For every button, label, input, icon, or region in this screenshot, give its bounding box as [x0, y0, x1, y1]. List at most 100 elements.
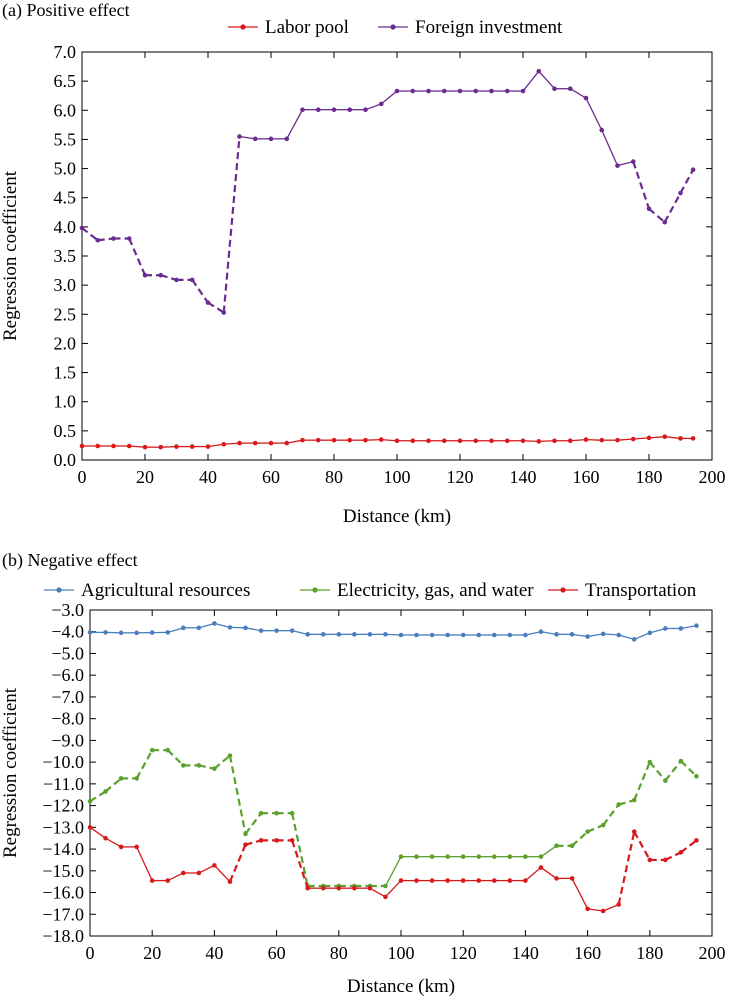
chart-b-series-0 [87, 621, 699, 642]
chart-a-series-0-point [300, 437, 305, 443]
chart-b-series-0-point [523, 632, 528, 638]
chart-a-y-tick-label: 6.0 [54, 100, 77, 120]
chart-a-series-0-point [189, 444, 195, 449]
chart-a-y-tick-label: 2.5 [54, 304, 77, 324]
chart-b-series-2-segment [384, 880, 402, 898]
chart-a-series-0-segment [381, 438, 398, 442]
chart-b-series-0-point [414, 632, 419, 638]
chart-b-series-0-point [336, 632, 342, 637]
chart-a-y-tick-label: 1.0 [54, 392, 77, 412]
chart-b-series-1-segment [540, 845, 557, 858]
chart-b-series-0-segment [633, 632, 651, 640]
chart-a-series-0-point [520, 438, 526, 444]
chart-b-series-0-point [103, 630, 108, 635]
chart-b-series-0-point [305, 632, 311, 637]
chart-a-series-1-point [268, 136, 274, 142]
chart-a-series-0-point [205, 444, 211, 449]
chart-a-series-0-point [536, 439, 542, 444]
chart-b-legend-marker [560, 587, 566, 593]
chart-b-series-1-point [585, 829, 590, 834]
chart-a-series-0-point [441, 438, 447, 444]
chart-b-legend-marker [56, 587, 62, 593]
chart-a-series-0-point [237, 440, 242, 446]
chart-b-series-1-point [181, 763, 186, 768]
chart-b-series-1-point [600, 822, 606, 828]
chart-b-series-2-point [678, 850, 684, 855]
chart-b-series-1-segment [166, 749, 185, 767]
chart-a-series-1-segment [207, 301, 225, 314]
chart-b-series-2-point [460, 878, 466, 883]
chart-b-series-1-point [460, 854, 466, 859]
chart-a-series-1-segment [679, 169, 695, 194]
chart-b-legend-label: Electricity, gas, and water [337, 580, 534, 601]
chart-b-series-1-segment [587, 824, 604, 833]
chart-b-series-1-point [663, 778, 668, 783]
chart-a-y-tick-label: 4.5 [54, 188, 77, 208]
chart-a-series-1-point [426, 88, 431, 94]
chart-a-series-1-point [284, 136, 290, 142]
chart-a-x-tick-label: 160 [573, 467, 600, 487]
chart-b-series-2-segment [664, 851, 682, 861]
chart-b-y-tick-label: −8.0 [51, 709, 84, 729]
chart-b-series-2-segment [291, 840, 309, 889]
chart-a-x-tick-label: 20 [136, 467, 154, 487]
chart-b-series-0-point [663, 626, 668, 631]
chart-b-series-1-point [523, 854, 528, 859]
chart-b-series-0-segment [680, 625, 697, 630]
chart-a-series-0-segment [207, 443, 224, 448]
chart-b-series-1-segment [213, 754, 231, 770]
chart-a-y-tick-label: 5.5 [54, 129, 77, 149]
chart-a-series-0-point [426, 438, 431, 444]
chart-b-series-2-point [647, 857, 653, 863]
chart-a-series-0-point [473, 438, 479, 444]
chart-a-series-0-point [158, 444, 164, 450]
chart-a-series-1-point [536, 68, 542, 74]
chart-a-series-1-point [552, 86, 557, 92]
chart-a-series-0-segment [617, 438, 634, 441]
chart-a-series-1-point [410, 88, 416, 94]
chart-b-series-2-segment [540, 867, 557, 879]
chart-a-series-0-point [599, 437, 605, 443]
chart-a-series-1-segment [222, 136, 241, 313]
chart-b-series-0-point [149, 630, 155, 635]
chart-a-series-1-segment [365, 103, 382, 111]
chart-a-series-0-point [174, 444, 179, 449]
chart-b-series-0-point [134, 630, 139, 636]
chart-a-series-1-point [79, 225, 85, 231]
chart-a-series-1-segment [585, 97, 603, 131]
chart-b-series-0-point [258, 628, 264, 633]
chart-b-series-1-point [476, 854, 482, 859]
chart-b-series-2-point [305, 885, 311, 891]
chart-b-series-0-point [569, 632, 575, 637]
chart-b-series-0-segment [198, 622, 215, 629]
chart-a-series-1-point [378, 101, 384, 107]
chart-b-series-0-point [492, 632, 497, 638]
chart-b-series-0-point [678, 626, 684, 631]
chart-b-series-1 [87, 747, 699, 889]
chart-b-series-1-point [196, 763, 202, 768]
chart-a-series-1-segment [97, 237, 114, 242]
chart-a-x-tick-label: 180 [636, 467, 663, 487]
chart-a-series-1-point [221, 310, 227, 315]
chart-b-series-2-point [320, 885, 326, 891]
chart-b-series-2-point [538, 865, 544, 870]
chart-b-series-1-point [258, 810, 264, 816]
chart-b-series-0-segment [649, 627, 666, 634]
chart-a-series-1-point [489, 88, 494, 94]
chart-b-x-tick-label: 140 [512, 943, 539, 963]
chart-b-y-tick-label: −13.0 [42, 817, 84, 837]
chart-b-series-1-point [87, 798, 93, 804]
chart-b-series-2-point [398, 878, 404, 883]
chart-a-y-tick-label: 1.5 [54, 363, 77, 383]
chart-b-series-1-point [103, 789, 108, 794]
chart-a-series-0-point [111, 443, 116, 449]
chart-a-series-0-point [567, 438, 573, 444]
chart-b-series-1-point [227, 753, 233, 758]
chart-a-series-1-point [473, 88, 479, 94]
chart-b-series-1-segment [602, 803, 620, 826]
chart-b-x-tick-label: 80 [330, 943, 348, 963]
chart-b-series-2-segment [571, 878, 589, 910]
chart-b-series-2-segment [245, 839, 262, 846]
chart-b-y-tick-label: −5.0 [51, 643, 84, 663]
chart-a-series-0-segment [365, 438, 382, 441]
